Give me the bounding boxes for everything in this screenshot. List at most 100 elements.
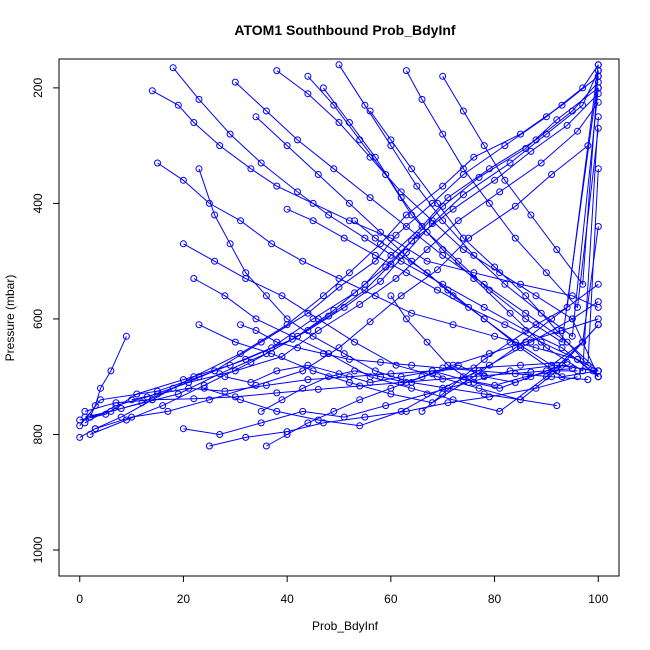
data-point <box>356 396 364 404</box>
series-line <box>255 116 599 378</box>
data-point <box>268 240 276 248</box>
data-point <box>268 350 276 358</box>
series-6 <box>91 142 592 433</box>
data-point <box>402 223 410 230</box>
data-point <box>553 367 561 375</box>
data-point <box>314 385 322 393</box>
data-point <box>231 338 239 346</box>
data-point <box>226 240 234 248</box>
data-point <box>247 358 255 366</box>
data-point <box>304 90 312 98</box>
series-line <box>323 76 599 343</box>
data-point <box>247 379 255 386</box>
data-point <box>408 237 416 245</box>
series-line <box>84 102 599 424</box>
data-point <box>294 188 301 196</box>
data-point <box>154 390 161 398</box>
data-point <box>397 251 405 259</box>
data-point <box>542 130 550 138</box>
data-point <box>179 425 187 433</box>
data-point <box>522 315 530 323</box>
data-point <box>501 176 509 184</box>
data-point <box>568 315 576 323</box>
data-point <box>309 199 317 207</box>
data-point <box>304 376 312 384</box>
data-point <box>511 234 519 242</box>
data-point <box>579 367 587 375</box>
data-point <box>506 338 514 346</box>
data-point <box>574 303 581 311</box>
data-point <box>579 280 587 288</box>
data-point <box>506 309 514 317</box>
data-point <box>491 332 499 340</box>
data-point <box>382 402 390 410</box>
data-point <box>330 407 338 415</box>
data-point <box>294 344 301 352</box>
series-line <box>131 361 568 401</box>
series-26 <box>366 107 602 369</box>
data-point <box>314 327 322 334</box>
data-point <box>485 393 493 401</box>
data-point <box>335 283 343 291</box>
data-point <box>465 303 473 311</box>
data-point <box>387 251 395 259</box>
data-point <box>553 402 561 410</box>
y-tick-label: 800 <box>31 424 45 444</box>
data-point <box>91 402 99 410</box>
x-tick-label: 40 <box>280 592 294 606</box>
data-point <box>345 355 353 363</box>
data-point <box>542 269 550 277</box>
data-point <box>594 67 602 75</box>
data-point <box>231 367 239 375</box>
data-point <box>522 338 530 346</box>
data-point <box>299 407 307 415</box>
data-point <box>231 393 239 401</box>
data-point <box>340 303 348 311</box>
data-point <box>216 142 224 150</box>
data-point <box>371 234 379 242</box>
series-line <box>79 93 599 421</box>
data-point <box>237 217 244 225</box>
series-line <box>286 208 599 378</box>
data-point <box>314 315 322 323</box>
data-point <box>423 228 431 236</box>
data-point <box>501 321 509 329</box>
data-point <box>459 107 467 115</box>
series-line <box>183 364 599 436</box>
data-point <box>205 396 213 404</box>
data-point <box>485 361 493 369</box>
data-point <box>418 95 426 103</box>
data-point <box>195 321 203 329</box>
data-point <box>439 130 447 138</box>
data-point <box>418 373 426 381</box>
data-point <box>345 199 353 207</box>
data-point <box>532 292 540 300</box>
data-point <box>402 249 410 256</box>
data-point <box>190 395 198 403</box>
series-line <box>89 336 127 418</box>
data-point <box>262 442 270 450</box>
data-point <box>594 280 602 288</box>
data-point <box>579 84 587 92</box>
data-point <box>558 101 566 109</box>
data-point <box>408 165 416 173</box>
data-point <box>387 260 395 268</box>
data-point <box>408 361 416 369</box>
data-point <box>257 407 265 415</box>
series-9 <box>148 87 602 311</box>
series-34 <box>81 365 576 415</box>
data-point <box>387 292 395 300</box>
data-point <box>584 361 592 369</box>
data-point <box>366 194 374 202</box>
data-point <box>434 286 441 294</box>
data-point <box>428 367 436 375</box>
data-point <box>288 332 296 340</box>
data-point <box>356 422 364 430</box>
data-point <box>128 396 136 404</box>
data-point <box>117 405 125 412</box>
data-point <box>584 376 592 384</box>
data-point <box>470 364 478 372</box>
data-point <box>553 116 561 124</box>
data-point <box>449 292 457 300</box>
data-point <box>283 315 291 323</box>
